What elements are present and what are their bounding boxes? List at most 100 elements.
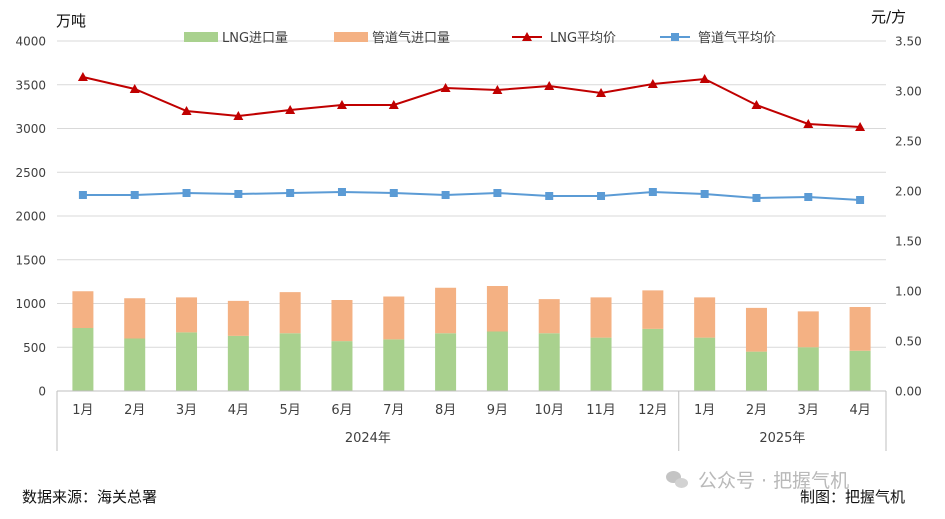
bar-lng-import xyxy=(745,351,767,391)
pipeline-price-marker xyxy=(804,193,813,201)
left-tick-label: 1000 xyxy=(15,297,46,311)
right-tick-label: 2.50 xyxy=(895,135,922,149)
category-label: 4月 xyxy=(228,403,249,418)
pipeline-price-marker xyxy=(700,190,709,198)
legend-label: 管道气平均价 xyxy=(698,30,776,46)
pipeline-price-marker xyxy=(752,194,761,202)
right-tick-label: 1.50 xyxy=(895,235,922,249)
left-tick-label: 1500 xyxy=(15,253,46,267)
legend-marker xyxy=(671,33,679,41)
bar-lng-import xyxy=(124,338,146,391)
bar-pipeline-import xyxy=(745,307,767,352)
legend-label: LNG进口量 xyxy=(222,31,288,46)
right-tick-label: 2.00 xyxy=(895,185,922,199)
lng-price-marker xyxy=(388,100,399,109)
category-label: 6月 xyxy=(331,403,352,418)
left-tick-label: 500 xyxy=(23,341,46,355)
lng-price-marker xyxy=(181,106,192,115)
lng-price-marker xyxy=(596,88,607,97)
bar-lng-import xyxy=(72,328,94,391)
lng-price-line xyxy=(82,76,861,128)
pipeline-price-marker xyxy=(493,189,502,197)
pipeline-price-marker xyxy=(234,190,243,198)
bar-pipeline-import xyxy=(176,297,198,333)
bar-pipeline-import xyxy=(642,290,664,329)
lng-price-marker xyxy=(544,81,555,90)
right-axis-unit: 元/方 xyxy=(871,8,906,26)
bar-pipeline-import xyxy=(849,307,871,351)
year-group-label: 2025年 xyxy=(759,431,805,446)
bar-lng-import xyxy=(797,347,819,391)
bar-lng-import xyxy=(331,341,353,391)
bar-pipeline-import xyxy=(124,298,146,339)
bar-pipeline-import xyxy=(435,287,457,334)
lng-price-marker xyxy=(129,84,140,93)
bar-lng-import xyxy=(538,333,560,391)
legend-marker xyxy=(522,32,532,41)
left-tick-label: 0 xyxy=(38,385,46,399)
left-tick-label: 3500 xyxy=(15,78,46,92)
lng-price-marker xyxy=(336,100,347,109)
right-tick-label: 0.50 xyxy=(895,335,922,349)
left-axis-unit: 万吨 xyxy=(56,12,86,30)
right-tick-label: 3.00 xyxy=(895,85,922,99)
category-label: 11月 xyxy=(586,403,616,418)
lng-price-marker xyxy=(492,85,503,94)
pipeline-price-marker xyxy=(78,191,87,199)
pipeline-price-marker xyxy=(389,189,398,197)
left-tick-label: 4000 xyxy=(15,35,46,49)
category-label: 5月 xyxy=(280,403,301,418)
watermark: 公众号 · 把握气机 xyxy=(666,466,849,493)
bar-pipeline-import xyxy=(383,296,405,340)
category-label: 1月 xyxy=(694,403,715,418)
wechat-icon xyxy=(666,470,690,490)
bar-pipeline-import xyxy=(538,299,560,334)
pipeline-price-marker xyxy=(648,188,657,196)
watermark-text: 公众号 · 把握气机 xyxy=(698,470,850,492)
pipeline-price-marker xyxy=(182,189,191,197)
pipeline-price-marker xyxy=(597,192,606,200)
lng-price-marker xyxy=(77,72,88,81)
bar-pipeline-import xyxy=(331,300,353,342)
bar-pipeline-import xyxy=(486,286,508,332)
pipeline-price-marker xyxy=(337,188,346,196)
bar-pipeline-import xyxy=(590,297,612,338)
lng-price-marker xyxy=(699,74,710,83)
bar-lng-import xyxy=(227,335,249,391)
lng-price-marker xyxy=(233,111,244,120)
bar-lng-import xyxy=(694,337,716,391)
category-label: 4月 xyxy=(849,403,870,418)
lng-price-marker xyxy=(647,79,658,88)
category-label: 10月 xyxy=(534,403,564,418)
category-label: 3月 xyxy=(176,403,197,418)
data-source-text: 数据来源：海关总署 xyxy=(22,488,158,506)
bar-pipeline-import xyxy=(227,300,249,336)
bar-pipeline-import xyxy=(279,292,301,334)
category-label: 2月 xyxy=(746,403,767,418)
lng-price-marker xyxy=(751,100,762,109)
left-tick-label: 2000 xyxy=(15,210,46,224)
bar-lng-import xyxy=(279,333,301,391)
bar-pipeline-import xyxy=(72,291,94,328)
pipeline-price-marker xyxy=(441,191,450,199)
year-group-label: 2024年 xyxy=(345,431,391,446)
legend-label: LNG平均价 xyxy=(550,31,616,46)
bar-lng-import xyxy=(383,339,405,391)
bar-lng-import xyxy=(590,337,612,391)
legend-swatch xyxy=(184,32,218,42)
lng-price-marker xyxy=(803,119,814,128)
left-tick-label: 3000 xyxy=(15,122,46,136)
bar-lng-import xyxy=(486,331,508,391)
bar-lng-import xyxy=(642,328,664,391)
category-label: 2月 xyxy=(124,403,145,418)
lng-price-marker xyxy=(285,105,296,114)
legend-label: 管道气进口量 xyxy=(372,30,450,46)
category-label: 7月 xyxy=(383,403,404,418)
lng-price-marker xyxy=(440,83,451,92)
bar-pipeline-import xyxy=(797,311,819,348)
left-tick-label: 2500 xyxy=(15,166,46,180)
right-tick-label: 0.00 xyxy=(895,385,922,399)
lng-price-marker xyxy=(855,122,866,131)
right-tick-label: 1.00 xyxy=(895,285,922,299)
